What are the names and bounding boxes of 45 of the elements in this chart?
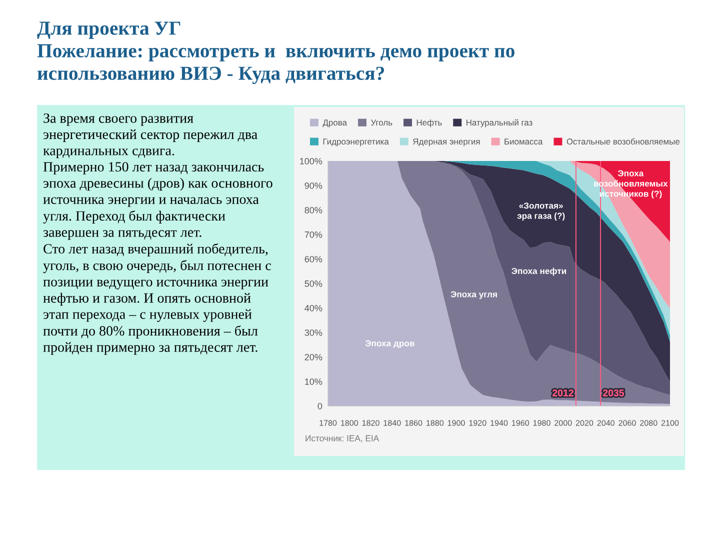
y-tick-label: 50% xyxy=(304,280,322,287)
ref-line-label: 2012 xyxy=(552,389,574,396)
x-tick-label: 1800 xyxy=(341,420,358,426)
x-tick-label: 1900 xyxy=(448,420,465,426)
legend-label: Уголь xyxy=(370,120,392,126)
y-tick-label: 20% xyxy=(304,354,322,360)
x-tick-label: 2060 xyxy=(618,420,636,426)
y-tick-label: 40% xyxy=(304,304,322,312)
legend-label: Гидроэнергетика xyxy=(323,138,389,146)
annotation: Эпоха нефти xyxy=(512,268,566,276)
x-tick-label: 1980 xyxy=(533,420,550,426)
x-tick-label: 2000 xyxy=(554,420,572,426)
x-tick-label: 1960 xyxy=(512,420,530,426)
y-tick-label: 100% xyxy=(300,158,322,164)
x-tick-label: 1860 xyxy=(405,420,422,426)
y-tick-label: 30% xyxy=(304,329,322,336)
y-tick-label: 60% xyxy=(304,256,322,262)
annotation: Эпоха дров xyxy=(365,340,414,348)
legend-label: Ядерная энергия xyxy=(413,138,480,146)
legend-label: Биомасса xyxy=(504,138,543,145)
x-tick-label: 1920 xyxy=(469,420,486,426)
legend-label: Натуральный газ xyxy=(466,119,532,128)
x-tick-label: 2080 xyxy=(640,420,658,426)
text: За время своего развития энергетический сектор пережил два кардинальных сдвига. Примерно 150 лет назад закончилась эпоха древесины (дров) как основного источника энергии и началась эпоха угля. Переход был фактически завершен за пятьдесят лет. Сто лет назад вчерашний победитель, уголь, в свою очередь, был потеснен с позиции ведущего источника энергии нефтью и газом. И опять основной этап перехода – с нулевых уровней почти до 80% проникновения – был пройден примерно за пятьдесят лет. xyxy=(43,113,272,355)
x-tick-label: 1840 xyxy=(384,420,401,426)
x-tick-label: 2020 xyxy=(576,420,594,426)
legend-label: Нефть xyxy=(416,119,442,128)
text: Источник: IEA, EIA xyxy=(306,435,380,442)
legend-label: Остальные возобновляемые xyxy=(566,138,680,145)
x-tick-label: 2040 xyxy=(597,420,615,426)
x-tick-label: 2100 xyxy=(661,420,679,426)
x-tick-label: 1940 xyxy=(490,420,508,426)
x-tick-label: 1820 xyxy=(362,420,380,426)
legend-label: Дрова xyxy=(322,120,347,128)
y-tick-label: 80% xyxy=(304,206,322,214)
y-tick-label: 0 xyxy=(318,402,322,410)
y-tick-label: 10% xyxy=(305,378,322,385)
annotation: Эпоха угля xyxy=(450,291,497,300)
ref-line-label: 2035 xyxy=(603,389,624,396)
chart-title: Для проекта УГ Пожелание: рассмотреть и включить демо проект по использованию ВИЭ - Куда двигаться? xyxy=(37,22,514,84)
y-tick-label: 90% xyxy=(304,182,322,189)
x-tick-label: 1780 xyxy=(320,420,337,426)
annotation: «Золотая» эра газа (?) xyxy=(517,202,565,221)
y-tick-label: 70% xyxy=(304,231,322,238)
x-tick-label: 1880 xyxy=(426,420,444,426)
